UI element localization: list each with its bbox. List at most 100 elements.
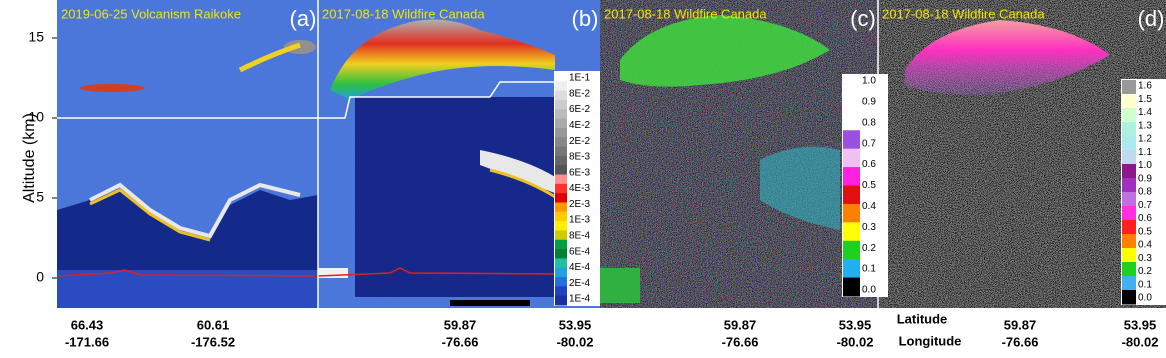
colorbar-label: 0.8: [862, 117, 876, 128]
colorbar-label: 6E-4: [569, 246, 591, 257]
colorbar-swatch: [1122, 178, 1136, 193]
colorbar-swatch: [555, 295, 567, 306]
colorbar-swatch: [555, 267, 567, 278]
colorbar-label: 6E-2: [569, 104, 591, 115]
colorbar-label: 2E-2: [569, 136, 591, 147]
colorbar-label: 0.4: [862, 201, 876, 212]
colorbar-label: 1E-4: [569, 294, 591, 305]
colorbar-label: 4E-3: [569, 183, 591, 194]
colorbar-label: 0.8: [1138, 187, 1152, 198]
colorbar-swatch: [555, 286, 567, 297]
colorbar-swatch: [555, 165, 567, 176]
colorbar-label: 0.3: [862, 222, 876, 233]
colorbar-swatch: [1122, 248, 1136, 263]
colorbar-label: 1.4: [1138, 107, 1152, 118]
colorbar-swatch: [555, 239, 567, 250]
lon-label: -80.02: [837, 334, 874, 349]
colorbar-swatch: [843, 240, 860, 260]
panel-title: 2019-06-25 Volcanism Raikoke: [61, 6, 241, 21]
y-tick-label: 10: [28, 109, 44, 125]
panel-c-image: [600, 0, 878, 308]
colorbar-swatch: [843, 93, 860, 113]
colorbar-label: 0.5: [862, 180, 876, 191]
panel-a-image: [56, 0, 319, 308]
colorbar-label: 0.2: [1138, 266, 1152, 277]
panel-letter: (b): [572, 6, 599, 31]
colorbar-swatch: [843, 259, 860, 279]
lat-name: Latitude: [897, 311, 948, 326]
colorbar-label: 8E-4: [569, 230, 591, 241]
colorbar-label: 0.9: [862, 97, 876, 108]
lon-label: -80.02: [1122, 334, 1159, 349]
y-tick-label: 0: [36, 269, 44, 285]
colorbar-swatch: [555, 183, 567, 194]
y-tick-label: 15: [28, 29, 44, 45]
y-axis-label: Altitude (km): [21, 113, 38, 203]
colorbar-swatch: [555, 127, 567, 138]
colorbar-label: 0.7: [862, 138, 876, 149]
colorbar-label: 0.0: [1138, 293, 1152, 304]
colorbar-label: 8E-2: [569, 88, 591, 99]
colorbar-label: 6E-3: [569, 167, 591, 178]
colorbar-label: 0.6: [862, 159, 876, 170]
colorbar-label: 1.0: [862, 76, 876, 87]
y-tick-label: 5: [36, 189, 44, 205]
colorbar-label: 0.6: [1138, 213, 1152, 224]
colorbar-label: 1.0: [1138, 160, 1152, 171]
colorbar-label: 0.4: [1138, 240, 1152, 251]
colorbar-swatch: [843, 148, 860, 168]
lat-label: 53.95: [1124, 317, 1157, 332]
colorbar-label: 2E-4: [569, 278, 591, 289]
colorbar-label: 1E-1: [569, 73, 591, 84]
colorbar-label: 0.1: [862, 264, 876, 275]
colorbar-swatch: [1122, 150, 1136, 165]
colorbar-swatch: [555, 118, 567, 129]
panel-letter: (a): [290, 6, 317, 31]
colorbar-label: 1E-3: [569, 215, 591, 226]
lon-label: -76.66: [1002, 334, 1039, 349]
colorbar-swatch: [555, 230, 567, 241]
colorbar-label: 0.3: [1138, 253, 1152, 264]
colorbar-label: 1.3: [1138, 120, 1152, 131]
colorbar-swatch: [555, 174, 567, 185]
colorbar-swatch: [555, 258, 567, 269]
lat-label: 66.43: [71, 317, 104, 332]
panel-letter: (d): [1138, 6, 1165, 31]
colorbar-label: 0.1: [1138, 279, 1152, 290]
colorbar-swatch: [843, 203, 860, 223]
colorbar-swatch: [1122, 262, 1136, 277]
colorbar-swatch: [1122, 276, 1136, 291]
lat-label: 59.87: [1004, 317, 1037, 332]
colorbar-swatch: [843, 75, 860, 94]
colorbar-swatch: [1122, 234, 1136, 249]
colorbar-swatch: [555, 249, 567, 259]
colorbar-swatch: [1122, 220, 1136, 235]
colorbar-swatch: [843, 222, 860, 242]
colorbar-swatch: [1122, 136, 1136, 151]
colorbar-swatch: [1122, 122, 1136, 137]
colorbar-swatch: [1122, 108, 1136, 123]
colorbar-label: 0.9: [1138, 173, 1152, 184]
colorbar-swatch: [555, 99, 567, 110]
panel-title: 2017-08-18 Wildfire Canada: [604, 6, 767, 21]
panel-title: 2017-08-18 Wildfire Canada: [322, 6, 485, 21]
colorbar-swatch: [1122, 290, 1136, 305]
colorbar-swatch: [555, 137, 567, 148]
colorbar-swatch: [555, 193, 567, 203]
colorbar-swatch: [555, 211, 567, 222]
colorbar-label: 1.6: [1138, 81, 1152, 92]
colorbar-swatch: [555, 72, 567, 82]
colorbar-label: 4E-4: [569, 262, 591, 273]
colorbar-swatch: [555, 90, 567, 101]
panel-d-image: [878, 0, 1166, 308]
lat-label: 53.95: [559, 317, 592, 332]
colorbar-swatch: [555, 221, 567, 231]
lon-label: -80.02: [557, 334, 594, 349]
lon-label: -76.66: [442, 334, 479, 349]
colorbar-label: 1.2: [1138, 134, 1152, 145]
colorbar-swatch: [555, 81, 567, 92]
colorbar-swatch: [1122, 80, 1136, 95]
colorbar-label: 0.7: [1138, 200, 1152, 211]
lon-label: -76.66: [722, 334, 759, 349]
